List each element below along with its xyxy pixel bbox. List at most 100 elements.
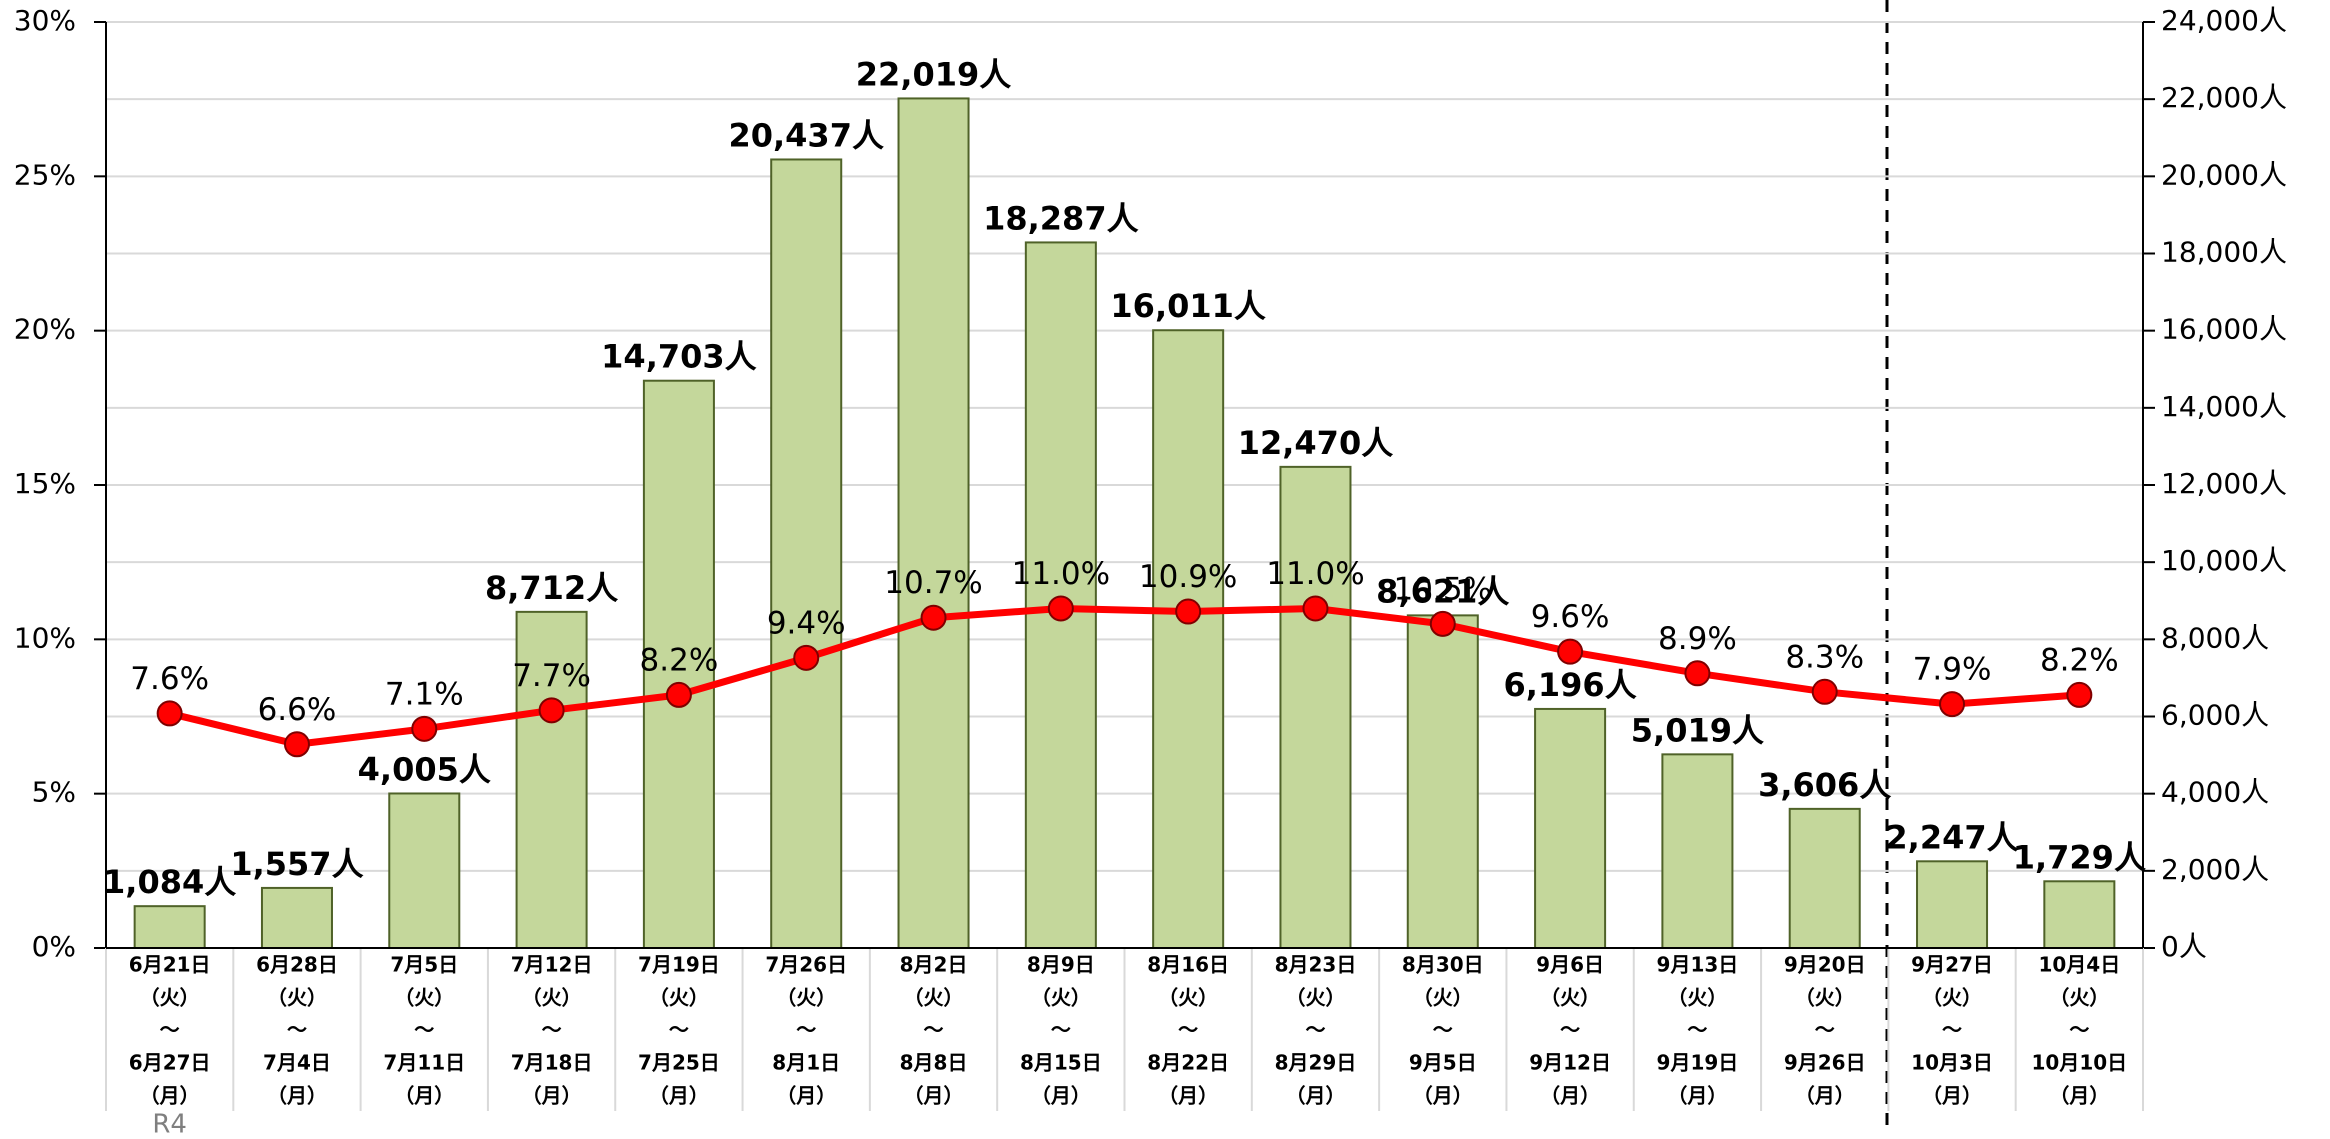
x-tick-label: 7月4日 [263, 1051, 331, 1075]
y2-tick-label: 6,000人 [2161, 699, 2269, 732]
x-tick-label: 9月19日 [1657, 1051, 1739, 1075]
x-tick-label: 8月15日 [1020, 1051, 1102, 1075]
bar-value-label: 16,011人 [1110, 287, 1266, 325]
bar [1661, 753, 1734, 949]
x-tick-label: ～ [796, 1018, 816, 1042]
bar-value-label: 8,621人 [1376, 572, 1509, 610]
x-tick-label: （月） [267, 1084, 327, 1108]
bar [388, 792, 461, 949]
x-tick-label: （火） [1158, 986, 1218, 1010]
y2-tick-label: 18,000人 [2161, 236, 2287, 269]
x-tick-label: （月） [1413, 1084, 1473, 1108]
line-value-label: 11.0% [1266, 556, 1364, 592]
line-value-label: 7.9% [1913, 652, 1992, 688]
x-tick-label: ～ [1815, 1018, 1835, 1042]
x-tick-label: （火） [1667, 986, 1727, 1010]
x-tick-label: 9月27日 [1911, 953, 1993, 977]
bar-value-label: 1,557人 [230, 845, 363, 883]
x-tick-label: 8月1日 [772, 1051, 840, 1075]
bar-value-label: 3,606人 [1758, 766, 1891, 804]
x-tick-label: （火） [267, 986, 327, 1010]
y2-tick-label: 16,000人 [2161, 313, 2287, 346]
x-tick-label: （月） [1285, 1084, 1345, 1108]
bar-value-label: 5,019人 [1631, 711, 1764, 749]
x-tick-label: （月） [649, 1084, 709, 1108]
bar-value-label: 1,729人 [2013, 838, 2146, 876]
bar [642, 379, 715, 950]
bar [1788, 807, 1861, 950]
line-marker [1684, 660, 1711, 687]
x-tick-label: （火） [1540, 986, 1600, 1010]
x-tick-label: 7月5日 [390, 953, 458, 977]
y-tick-label: 0% [32, 930, 76, 963]
line-value-label: 10.7% [884, 565, 982, 601]
line-value-label: 7.1% [385, 676, 464, 712]
line-value-label: 10.5% [1394, 571, 1492, 607]
x-tick-label: 7月26日 [765, 953, 847, 977]
y-tick-label: 20% [14, 313, 76, 346]
y2-tick-label: 2,000人 [2161, 853, 2269, 886]
line-value-label: 7.7% [512, 658, 591, 694]
line-value-label: 8.3% [1785, 639, 1864, 675]
x-tick-label: （月） [1158, 1084, 1218, 1108]
line-marker [1429, 610, 1456, 637]
x-tick-label: 6月27日 [129, 1051, 211, 1075]
x-tick-label: 8月23日 [1275, 953, 1357, 977]
x-tick-label: （月） [140, 1084, 200, 1108]
x-tick-label: 6月28日 [256, 953, 338, 977]
line-marker [1811, 678, 1838, 705]
x-tick-label: （月） [2049, 1084, 2109, 1108]
x-tick-label: 9月5日 [1409, 1051, 1477, 1075]
bar [1406, 614, 1479, 950]
x-tick-label: ～ [1178, 1018, 1198, 1042]
x-tick-label: ～ [160, 1018, 180, 1042]
x-tick-label: 8月22日 [1147, 1051, 1229, 1075]
x-tick-label: （月） [904, 1084, 964, 1108]
line-marker [665, 681, 692, 708]
x-tick-label: 8月2日 [900, 953, 968, 977]
y-tick-label: 5% [32, 776, 76, 809]
bar [1152, 329, 1225, 949]
x-tick-label: 7月25日 [638, 1051, 720, 1075]
line-value-label: 6.6% [258, 692, 337, 728]
x-tick-label: ～ [2069, 1018, 2089, 1042]
y2-tick-label: 10,000人 [2161, 544, 2287, 577]
x-tick-label: （月） [1795, 1084, 1855, 1108]
x-tick-label: 7月18日 [511, 1051, 593, 1075]
x-tick-label: ～ [1433, 1018, 1453, 1042]
x-tick-label: （月） [1031, 1084, 1091, 1108]
bar [1024, 241, 1097, 950]
x-tick-label: ～ [1560, 1018, 1580, 1042]
bar [1534, 707, 1607, 950]
x-tick-label: （火） [2049, 986, 2109, 1010]
bar [2043, 880, 2116, 950]
line [168, 604, 2080, 748]
line-marker [793, 644, 820, 671]
x-tick-label: （火） [1031, 986, 1091, 1010]
x-tick-label: 7月11日 [383, 1051, 465, 1075]
x-tick-label: （火） [649, 986, 709, 1010]
bar [897, 97, 970, 949]
y2-tick-label: 24,000人 [2161, 4, 2287, 37]
line-value-label: 9.4% [767, 605, 846, 641]
x-tick-label: ～ [414, 1018, 434, 1042]
y2-tick-label: 20,000人 [2161, 158, 2287, 191]
y2-tick-label: 14,000人 [2161, 390, 2287, 423]
line-marker [411, 715, 438, 742]
y2-tick-label: 12,000人 [2161, 467, 2287, 500]
line-marker [283, 731, 310, 758]
x-tick-label: 10月10日 [2032, 1051, 2128, 1075]
bar-value-label: 1,084人 [103, 863, 236, 901]
bar [260, 886, 333, 949]
x-tick-label: 9月20日 [1784, 953, 1866, 977]
x-tick-label: （月） [522, 1084, 582, 1108]
bar-value-label: 12,470人 [1238, 424, 1394, 462]
line-marker [1557, 638, 1584, 665]
x-tick-label: （火） [1922, 986, 1982, 1010]
y-tick-label: 30% [14, 4, 76, 37]
x-tick-label: （火） [140, 986, 200, 1010]
x-tick-label: （火） [522, 986, 582, 1010]
x-tick-label: （月） [1540, 1084, 1600, 1108]
x-tick-label: 10月3日 [1911, 1051, 1993, 1075]
